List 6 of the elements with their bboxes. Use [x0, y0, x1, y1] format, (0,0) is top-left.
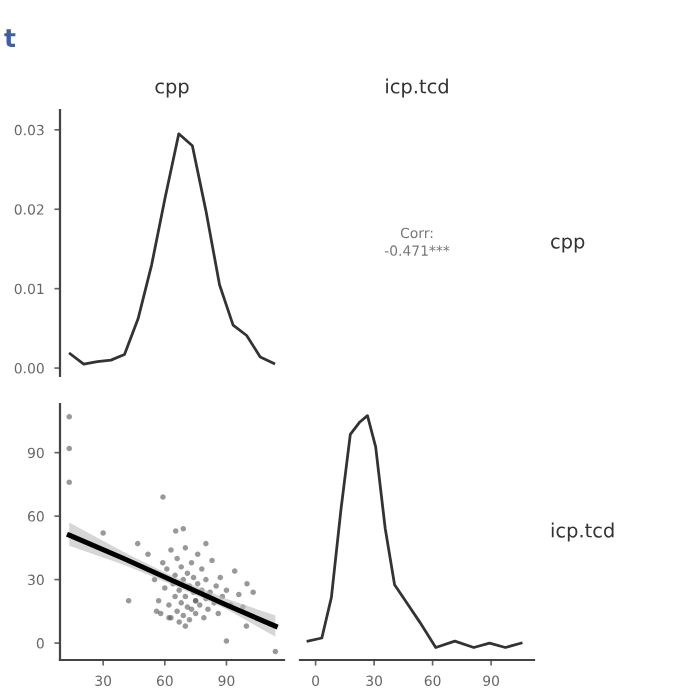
text: t — [4, 29, 16, 47]
text: icp.tcd — [386, 78, 448, 98]
text: cpp — [551, 237, 585, 253]
y2-axis-title: icp.tcd — [551, 522, 614, 542]
chart-title: cpp — [155, 82, 189, 98]
line-series — [68, 132, 276, 366]
